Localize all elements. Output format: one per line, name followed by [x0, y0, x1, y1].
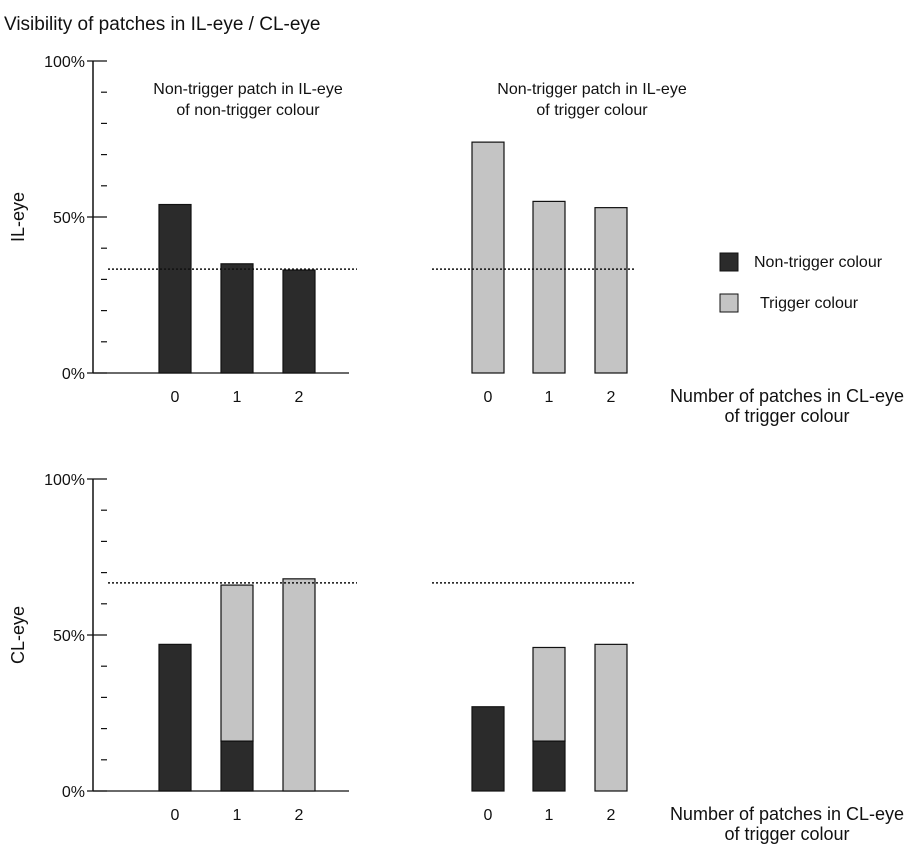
bar-non-trigger [532, 740, 566, 792]
bar-trigger [220, 584, 254, 742]
x-tick-label: 0 [484, 389, 493, 406]
bar-trigger [532, 646, 566, 742]
y-tick-label: 100% [44, 54, 85, 71]
legend: Non-trigger colour Trigger colour [719, 252, 883, 313]
bar-non-trigger [158, 643, 192, 792]
x-axis-label-line2: of trigger colour [724, 824, 849, 844]
y-tick-label: 0% [62, 784, 85, 801]
panel-cl-eye: 0% 50% 100% CL-eye 0 1 2 0 1 2 Number of patches i… [8, 472, 904, 844]
x-tick-label: 2 [607, 807, 616, 824]
x-tick-label: 1 [233, 389, 242, 406]
legend-label-trigger: Trigger colour [760, 295, 859, 312]
bar-trigger [532, 200, 566, 374]
bar-trigger [471, 141, 505, 374]
x-axis-label: Number of patches in CL-eye [670, 804, 904, 824]
x-tick-label: 0 [171, 389, 180, 406]
y-tick-label: 0% [62, 366, 85, 383]
x-tick-label: 1 [545, 807, 554, 824]
bar-non-trigger [158, 203, 192, 374]
bar-trigger [282, 578, 316, 792]
x-axis-label-line2: of trigger colour [724, 406, 849, 426]
bar-non-trigger [220, 740, 254, 792]
x-tick-label: 1 [233, 807, 242, 824]
y-axis-label: CL-eye [8, 606, 28, 664]
x-axis-label: Number of patches in CL-eye [670, 386, 904, 406]
x-tick-label: 0 [484, 807, 493, 824]
bar-trigger [594, 207, 628, 374]
figure-title: Visibility of patches in IL-eye / CL-eye [4, 14, 320, 35]
x-tick-label: 2 [295, 807, 304, 824]
y-axis-label: IL-eye [8, 192, 28, 242]
legend-swatch-trigger [719, 293, 739, 313]
legend-swatch-non-trigger [719, 252, 739, 272]
bar-non-trigger [220, 263, 254, 374]
x-tick-label: 1 [545, 389, 554, 406]
y-tick-label: 100% [44, 472, 85, 489]
x-tick-label: 2 [607, 389, 616, 406]
y-tick-label: 50% [53, 210, 85, 227]
legend-label-non-trigger: Non-trigger colour [754, 254, 883, 271]
x-tick-label: 2 [295, 389, 304, 406]
group-title: Non-trigger patch in IL-eye [153, 81, 343, 98]
group-subtitle: of non-trigger colour [176, 102, 320, 119]
group-subtitle: of trigger colour [536, 102, 648, 119]
x-tick-label: 0 [171, 807, 180, 824]
group-title: Non-trigger patch in IL-eye [497, 81, 687, 98]
bar-trigger [594, 643, 628, 792]
y-tick-label: 50% [53, 628, 85, 645]
bar-non-trigger [282, 269, 316, 374]
bar-non-trigger [471, 706, 505, 792]
panel-il-eye: 0% 50% 100% IL-eye Non-trigger patch in IL-e… [8, 54, 904, 426]
